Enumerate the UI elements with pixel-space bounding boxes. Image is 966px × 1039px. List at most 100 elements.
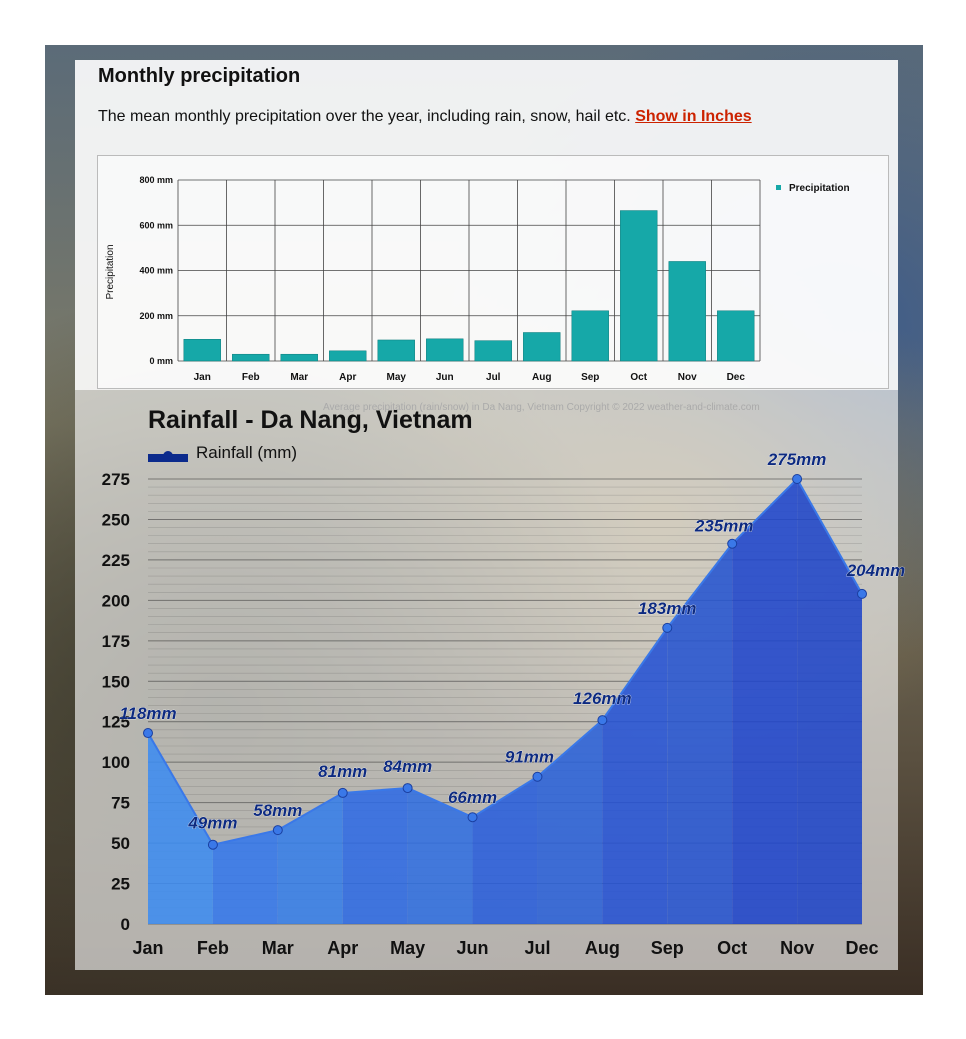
y-tick-label: 100	[102, 753, 130, 772]
area-segment	[148, 733, 213, 924]
x-tick-label: Apr	[327, 938, 358, 958]
y-tick-label: 150	[102, 672, 130, 691]
x-tick-label: Jun	[457, 938, 489, 958]
chart-credit: Average precipitation (rain/snow) in Da …	[323, 402, 760, 413]
x-tick-label: Aug	[585, 938, 620, 958]
x-tick-label: Nov	[678, 372, 697, 383]
x-tick-label: Sep	[581, 372, 599, 383]
x-tick-label: May	[390, 938, 425, 958]
x-tick-label: Sep	[651, 938, 684, 958]
rainfall-point	[662, 622, 673, 633]
y-axis-label: Precipitation	[105, 244, 116, 299]
section-description: The mean monthly precipitation over the …	[98, 108, 752, 126]
x-tick-label: Jun	[436, 372, 454, 383]
precip-bar	[571, 310, 609, 362]
precip-bar	[280, 353, 318, 362]
data-label: 81mm	[318, 762, 367, 781]
precip-bar	[329, 350, 367, 362]
x-tick-label: Feb	[242, 372, 260, 383]
rainfall-chart-title: Rainfall - Da Nang, Vietnam	[148, 406, 473, 434]
y-tick-label: 400 mm	[139, 266, 173, 276]
precip-bar	[232, 353, 270, 362]
x-tick-label: Oct	[717, 938, 747, 958]
legend-swatch	[776, 185, 781, 190]
data-label: 118mm	[119, 704, 176, 723]
x-tick-label: Jul	[486, 372, 501, 383]
data-label: 91mm	[505, 748, 554, 767]
area-segment	[602, 627, 668, 924]
y-tick-label: 175	[102, 632, 130, 651]
y-tick-label: 0	[121, 915, 130, 934]
area-segment	[212, 830, 278, 924]
data-label: 66mm	[448, 788, 497, 807]
data-label: 126mm	[573, 689, 632, 708]
y-tick-label: 75	[111, 794, 130, 813]
y-tick-label: 50	[111, 834, 130, 853]
area-segment	[797, 479, 862, 924]
y-tick-label: 800 mm	[139, 175, 173, 185]
data-label: 235mm	[694, 517, 754, 536]
rainfall-point	[272, 825, 283, 836]
rainfall-point	[467, 812, 478, 823]
data-label: 275mm	[767, 450, 827, 469]
area-segment	[667, 543, 733, 924]
x-tick-label: Dec	[845, 938, 878, 958]
precip-bar	[668, 261, 706, 362]
rainfall-point	[597, 715, 608, 726]
precip-bar	[717, 310, 755, 362]
x-tick-label: Jan	[132, 938, 163, 958]
rainfall-point	[532, 771, 543, 782]
x-tick-label: Oct	[630, 372, 647, 383]
rainfall-point	[143, 728, 153, 739]
x-tick-label: Mar	[262, 938, 294, 958]
area-segment	[537, 720, 603, 924]
data-label: 49mm	[187, 814, 237, 833]
rainfall-line	[147, 477, 863, 846]
data-label: 204mm	[846, 561, 906, 580]
section-title: Monthly precipitation	[98, 65, 301, 87]
legend-label: Precipitation	[789, 183, 850, 194]
rainfall-point	[727, 538, 738, 549]
x-tick-label: Apr	[339, 372, 356, 383]
show-in-inches-link[interactable]: Show in Inches	[635, 108, 752, 125]
x-tick-label: Jan	[194, 372, 211, 383]
y-tick-label: 600 mm	[139, 220, 173, 230]
y-tick-label: 275	[102, 470, 130, 489]
x-tick-label: Nov	[780, 938, 814, 958]
x-tick-label: Mar	[290, 372, 308, 383]
precip-bar	[183, 339, 221, 362]
precip-bar	[523, 332, 561, 362]
area-segment	[407, 788, 473, 924]
y-tick-label: 225	[102, 551, 130, 570]
rainfall-point	[402, 783, 413, 794]
x-tick-label: May	[387, 372, 407, 383]
x-tick-label: Feb	[197, 938, 229, 958]
rainfall-point	[337, 787, 348, 798]
area-segment	[732, 479, 798, 924]
precip-bar	[426, 338, 464, 362]
x-tick-label: Aug	[532, 372, 551, 383]
rainfall-point	[207, 839, 218, 850]
x-tick-label: Dec	[727, 372, 746, 383]
y-tick-label: 250	[102, 510, 130, 529]
rainfall-point	[857, 588, 867, 599]
area-segment	[472, 776, 538, 924]
area-segment	[342, 788, 408, 924]
precip-bar	[620, 210, 658, 362]
y-tick-label: 0 mm	[149, 356, 173, 366]
precip-bar	[474, 340, 512, 362]
description-text: The mean monthly precipitation over the …	[98, 108, 631, 125]
precip-bar	[377, 339, 415, 362]
data-label: 84mm	[383, 757, 432, 776]
x-tick-label: Jul	[524, 938, 550, 958]
y-tick-label: 200 mm	[139, 311, 173, 321]
area-segment	[277, 792, 343, 924]
rainfall-point	[792, 474, 803, 484]
y-tick-label: 125	[102, 713, 130, 732]
data-label: 58mm	[253, 801, 302, 820]
y-tick-label: 200	[102, 591, 130, 610]
y-tick-label: 25	[111, 875, 130, 894]
data-label: 183mm	[638, 599, 697, 618]
